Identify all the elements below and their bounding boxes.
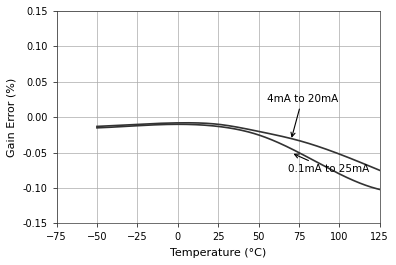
Text: 4mA to 20mA: 4mA to 20mA — [267, 94, 338, 137]
Text: 0.1mA to 25mA: 0.1mA to 25mA — [287, 154, 369, 174]
X-axis label: Temperature (°C): Temperature (°C) — [170, 248, 266, 258]
Y-axis label: Gain Error (%): Gain Error (%) — [7, 78, 17, 157]
